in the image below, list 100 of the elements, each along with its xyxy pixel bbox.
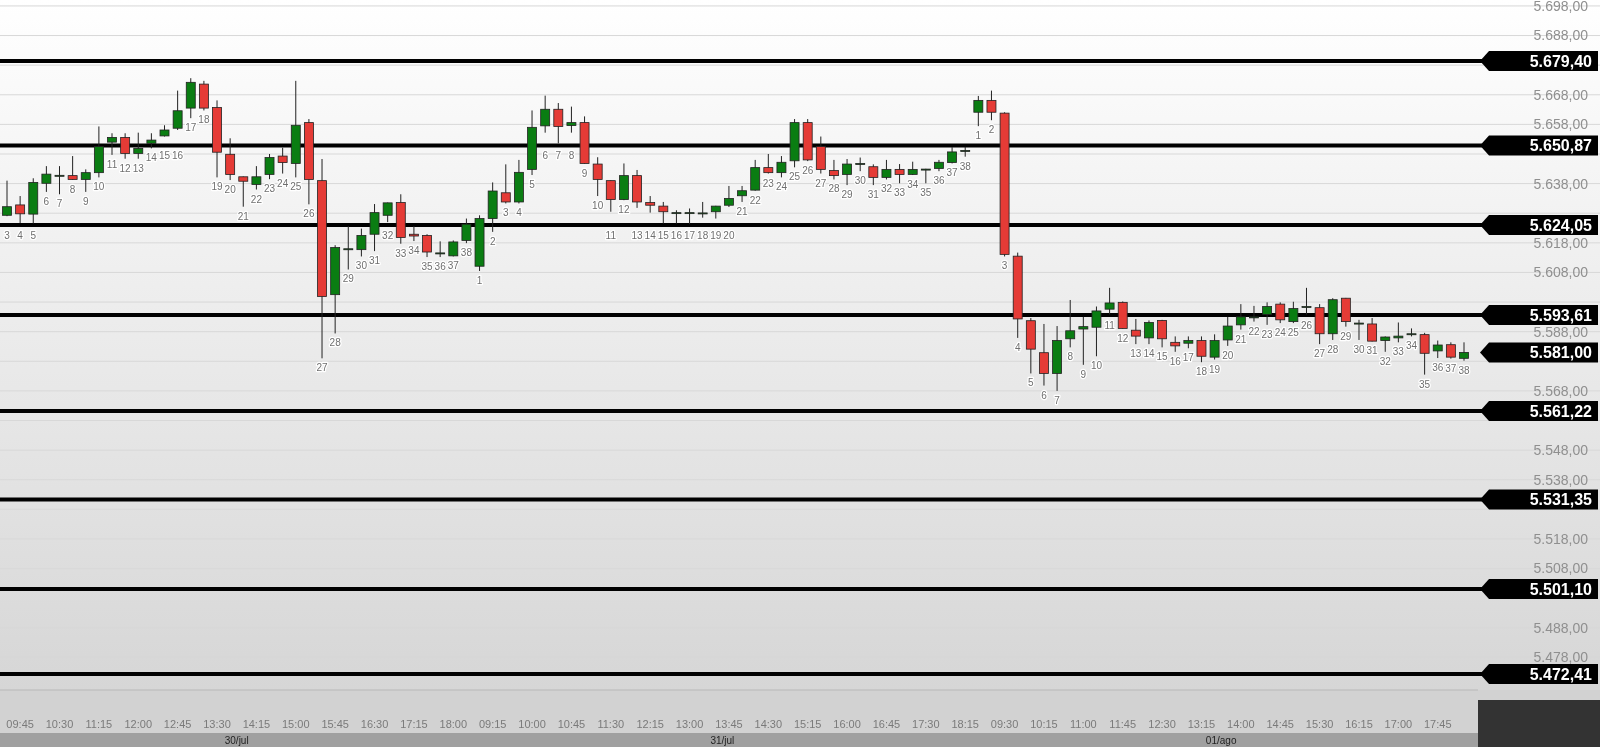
text: 8 [568, 150, 575, 162]
text: 32 [382, 229, 394, 241]
text: 35 [421, 261, 433, 273]
text: 13 [1130, 348, 1142, 360]
candlestick [1393, 321, 1404, 343]
candlestick [198, 80, 209, 111]
text: 22 [749, 194, 761, 206]
candlestick [776, 155, 787, 178]
text: 15 [1156, 351, 1168, 363]
text: 19 [211, 181, 223, 193]
text: 1 [975, 130, 982, 142]
x-tick-label: 16:15 [1345, 717, 1373, 730]
x-tick-label: 09:30 [990, 717, 1019, 730]
x-tick-label: 17:00 [1384, 717, 1413, 730]
text: 34 [1405, 340, 1418, 352]
text: 14 [145, 152, 157, 164]
text: 18 [1195, 366, 1208, 378]
x-tick-label: 14:45 [1266, 717, 1294, 730]
candlestick [343, 225, 354, 270]
x-tick-label: 13:15 [1187, 717, 1216, 730]
candlestick [566, 106, 577, 134]
candlestick [1459, 341, 1469, 362]
text: 7 [56, 198, 63, 210]
text: 6 [542, 150, 548, 162]
candlestick [1235, 303, 1246, 331]
text: 25 [290, 181, 302, 193]
y-tick-label: 5.618,00 [1533, 234, 1589, 251]
candlestick [829, 159, 839, 180]
text: 27 [316, 362, 328, 374]
candlestick [986, 90, 997, 121]
text: 12 [618, 204, 630, 216]
x-tick-label: 12:00 [124, 717, 153, 730]
text: 12 [1117, 332, 1129, 344]
y-tick-label: 5.548,00 [1533, 442, 1589, 459]
text: 22 [1248, 325, 1260, 337]
text: 9 [1080, 368, 1087, 380]
ref-line-label: 5.624,05 [1529, 216, 1593, 234]
x-tick-label: 15:30 [1305, 717, 1334, 730]
x-tick-label: 13:45 [715, 717, 743, 730]
candlestick [2, 180, 12, 217]
text: 29 [342, 273, 354, 285]
text: 21 [736, 205, 748, 217]
candlestick [133, 132, 144, 160]
text: 2 [489, 235, 496, 247]
x-tick-label: 17:30 [912, 717, 940, 730]
candlestick [67, 155, 78, 181]
candlestick [1419, 332, 1430, 376]
text: 13 [631, 229, 643, 241]
candlestick [369, 203, 380, 252]
text: 15 [158, 150, 171, 162]
candlestick [1065, 299, 1076, 348]
y-tick-label: 5.568,00 [1533, 382, 1589, 399]
text: 19 [1209, 363, 1221, 375]
y-tick-label: 5.508,00 [1533, 560, 1589, 577]
text: 2 [988, 124, 995, 136]
candlestick [619, 162, 629, 201]
x-tick-label: 16:00 [833, 717, 861, 730]
text: 37 [946, 167, 958, 179]
x-tick-label: 10:30 [45, 717, 74, 730]
candlestick [264, 153, 275, 180]
x-tick-label: 17:45 [1423, 717, 1452, 730]
candlestick [1222, 316, 1233, 347]
text: 7 [555, 150, 562, 162]
x-tick-label: 15:15 [793, 717, 822, 730]
y-tick-label: 5.608,00 [1533, 264, 1589, 281]
text: 16 [1169, 355, 1181, 367]
x-tick-label: 17:15 [400, 717, 428, 730]
text: 31 [1366, 345, 1378, 357]
text: 28 [329, 337, 341, 349]
ref-line-label: 5.650,87 [1529, 137, 1593, 155]
text: 5 [30, 229, 37, 241]
text: 38 [959, 160, 971, 172]
candlestick [842, 158, 852, 186]
candlestick [658, 201, 669, 225]
candlestick [553, 102, 564, 144]
candlestick [1196, 335, 1207, 363]
text: 16 [172, 150, 184, 162]
candlestick [1288, 301, 1299, 324]
candlestick [605, 179, 616, 213]
x-tick-label: 12:15 [636, 717, 664, 730]
text: 30/jul [224, 734, 249, 746]
x-tick-label: 10:15 [1030, 717, 1058, 730]
candlestick [750, 159, 761, 192]
candlestick [724, 185, 734, 208]
candlestick [881, 159, 892, 180]
y-tick-label: 5.538,00 [1533, 471, 1589, 488]
y-tick-label: 5.668,00 [1533, 86, 1589, 103]
ref-line-label: 5.472,41 [1529, 665, 1593, 683]
candlestick [868, 163, 879, 186]
text: 35 [920, 187, 932, 199]
text: 12 [119, 162, 131, 174]
text: 34 [408, 245, 420, 257]
text: 20 [723, 229, 735, 241]
candlestick [80, 168, 91, 193]
candlestick [1354, 319, 1364, 341]
x-tick-label: 10:45 [557, 717, 586, 730]
ref-line-label: 5.501,10 [1529, 580, 1593, 598]
text: 14 [644, 229, 656, 241]
candlestick [815, 136, 826, 175]
x-tick-label: 11:00 [1069, 717, 1097, 730]
